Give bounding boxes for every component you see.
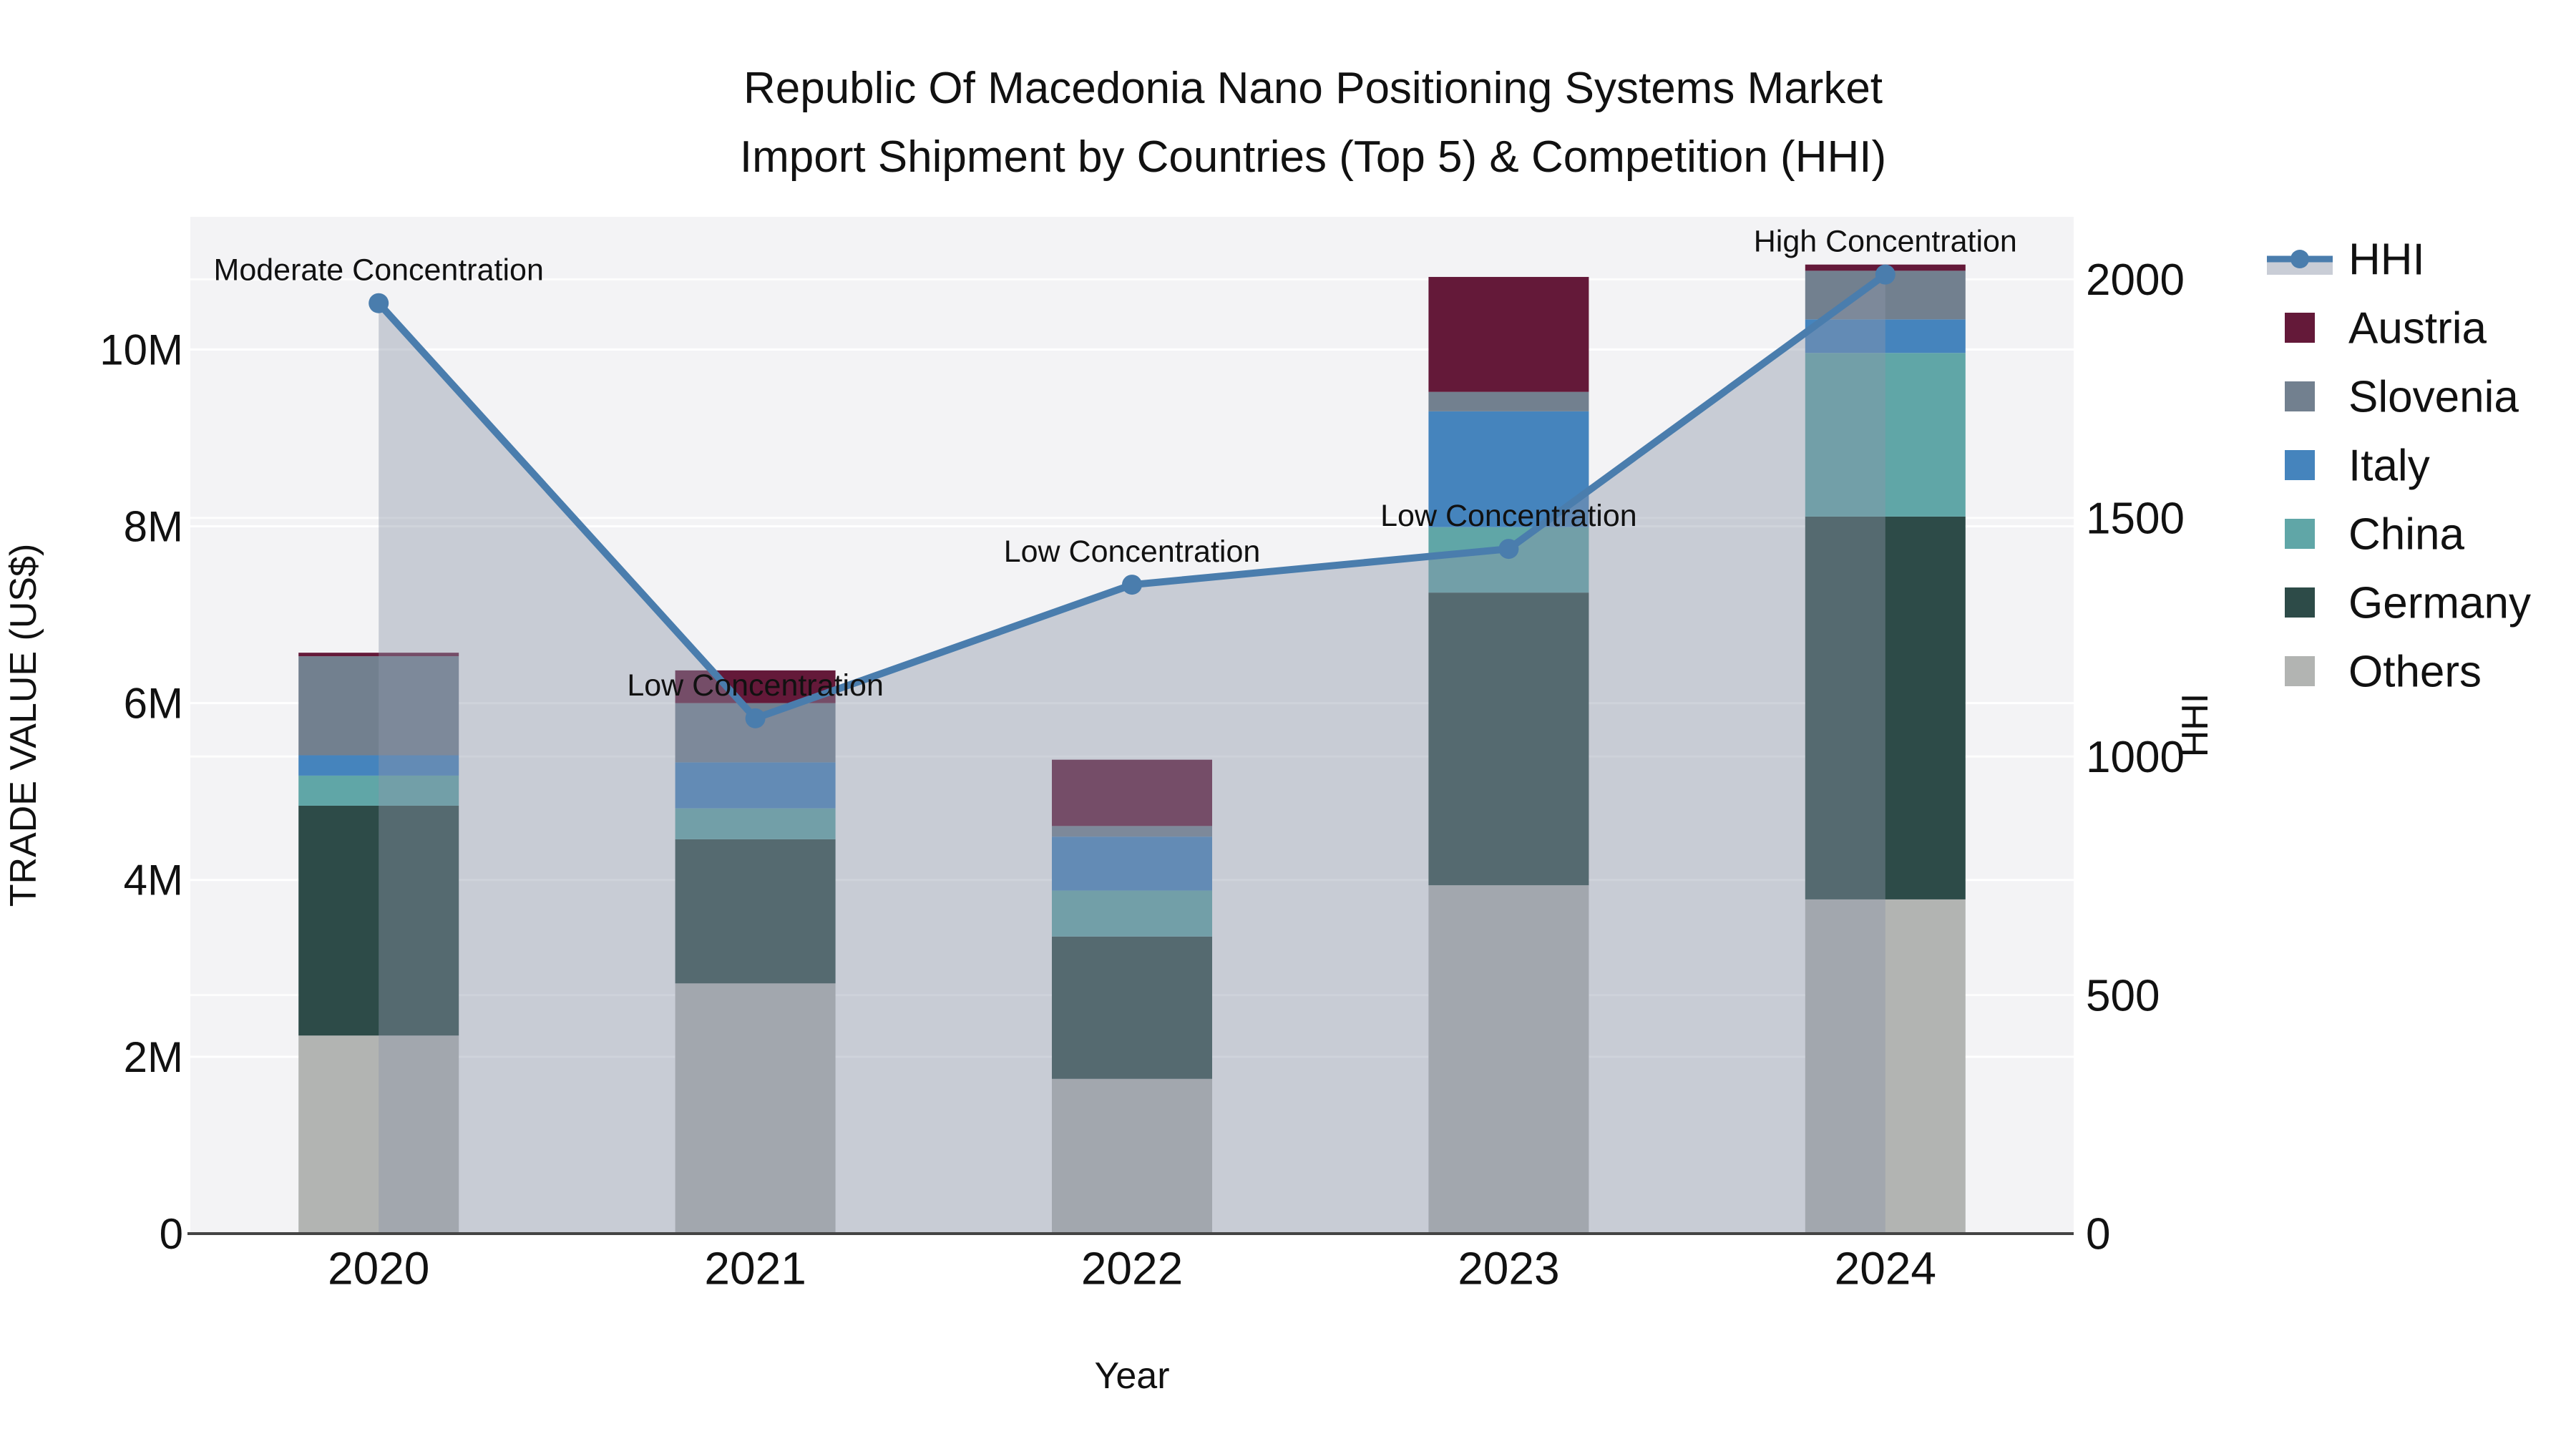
x-tick-2020: 2020 bbox=[328, 1242, 429, 1294]
bar-group-2022 bbox=[1052, 759, 1212, 1234]
bar-segment-austria-2022[interactable] bbox=[1052, 759, 1212, 826]
legend-item-hhi[interactable]: HHI bbox=[2267, 235, 2425, 285]
x-tick-2024: 2024 bbox=[1835, 1242, 1936, 1294]
left-tick-4M: 4M bbox=[124, 857, 183, 904]
legend-swatch-germany bbox=[2285, 587, 2315, 618]
bar-segment-italy-2022[interactable] bbox=[1052, 836, 1212, 891]
bar-segment-china-2020[interactable] bbox=[298, 775, 459, 806]
x-tick-2022: 2022 bbox=[1081, 1242, 1183, 1294]
annotation-2021: Low Concentration bbox=[627, 668, 884, 703]
bar-group-2020 bbox=[298, 653, 459, 1234]
bar-segment-italy-2020[interactable] bbox=[298, 755, 459, 776]
bar-segment-slovenia-2020[interactable] bbox=[298, 656, 459, 756]
right-tick-1000: 1000 bbox=[2086, 733, 2185, 782]
bar-group-2021 bbox=[675, 670, 836, 1234]
legend-item-austria[interactable]: Austria bbox=[2285, 304, 2487, 353]
bar-segment-austria-2023[interactable] bbox=[1428, 277, 1589, 392]
bar-segment-germany-2023[interactable] bbox=[1428, 592, 1589, 886]
bar-segment-germany-2021[interactable] bbox=[675, 839, 836, 984]
bar-segment-china-2021[interactable] bbox=[675, 808, 836, 839]
bar-segment-others-2021[interactable] bbox=[675, 983, 836, 1234]
legend-item-germany[interactable]: Germany bbox=[2285, 579, 2531, 628]
bar-segment-germany-2024[interactable] bbox=[1805, 516, 1966, 899]
legend-item-italy[interactable]: Italy bbox=[2285, 441, 2430, 491]
legend-hhi-marker-swatch bbox=[2290, 250, 2309, 268]
hhi-marker-2021[interactable] bbox=[745, 708, 766, 728]
left-tick-10M: 10M bbox=[99, 326, 183, 374]
right-tick-1500: 1500 bbox=[2086, 494, 2185, 543]
bar-segment-italy-2024[interactable] bbox=[1805, 319, 1966, 353]
bar-segment-slovenia-2023[interactable] bbox=[1428, 391, 1589, 411]
legend-label-italy: Italy bbox=[2348, 441, 2430, 491]
legend-label-hhi: HHI bbox=[2348, 235, 2425, 285]
bar-segment-germany-2022[interactable] bbox=[1052, 936, 1212, 1079]
legend-item-others[interactable]: Others bbox=[2285, 648, 2482, 697]
bar-segment-china-2024[interactable] bbox=[1805, 353, 1966, 517]
legend-label-others: Others bbox=[2348, 648, 2482, 697]
legend-item-china[interactable]: China bbox=[2285, 510, 2465, 560]
x-tick-2023: 2023 bbox=[1458, 1242, 1559, 1294]
bar-segment-germany-2020[interactable] bbox=[298, 805, 459, 1036]
annotation-2024: High Concentration bbox=[1754, 225, 2017, 259]
left-axis-title: TRADE VALUE (US$) bbox=[3, 544, 44, 907]
legend-swatch-china bbox=[2285, 519, 2315, 549]
right-tick-2000: 2000 bbox=[2086, 255, 2185, 305]
x-axis-title: Year bbox=[1094, 1355, 1169, 1397]
bar-group-2023 bbox=[1428, 277, 1589, 1234]
legend-swatch-italy bbox=[2285, 450, 2315, 480]
legend-swatch-austria bbox=[2285, 313, 2315, 343]
bar-segment-austria-2020[interactable] bbox=[298, 653, 459, 657]
bar-segment-others-2023[interactable] bbox=[1428, 885, 1589, 1234]
bar-segment-china-2022[interactable] bbox=[1052, 890, 1212, 937]
chart-title: Republic Of Macedonia Nano Positioning S… bbox=[0, 54, 2576, 192]
annotation-2022: Low Concentration bbox=[1004, 535, 1261, 569]
left-tick-8M: 8M bbox=[124, 502, 183, 550]
x-tick-2021: 2021 bbox=[704, 1242, 806, 1294]
chart-title-line1: Republic Of Macedonia Nano Positioning S… bbox=[743, 64, 1883, 113]
hhi-marker-2022[interactable] bbox=[1122, 575, 1142, 595]
bar-segment-others-2022[interactable] bbox=[1052, 1078, 1212, 1234]
hhi-marker-2024[interactable] bbox=[1875, 264, 1896, 285]
hhi-area-fill bbox=[379, 274, 1885, 1234]
legend-label-china: China bbox=[2348, 510, 2465, 560]
legend-label-slovenia: Slovenia bbox=[2348, 373, 2519, 422]
legend-item-slovenia[interactable]: Slovenia bbox=[2285, 373, 2519, 422]
annotation-2023: Low Concentration bbox=[1380, 499, 1637, 533]
hhi-marker-2020[interactable] bbox=[369, 293, 389, 313]
left-tick-2M: 2M bbox=[124, 1033, 183, 1081]
right-axis-title: HHI bbox=[2175, 693, 2216, 758]
right-tick-0: 0 bbox=[2086, 1210, 2110, 1259]
bar-segment-others-2024[interactable] bbox=[1805, 899, 1966, 1234]
bar-segment-china-2023[interactable] bbox=[1428, 527, 1589, 593]
bar-group-2024 bbox=[1805, 264, 1966, 1234]
chart-title-line2: Import Shipment by Countries (Top 5) & C… bbox=[739, 132, 1887, 182]
right-tick-500: 500 bbox=[2086, 971, 2160, 1020]
bar-segment-others-2020[interactable] bbox=[298, 1035, 459, 1234]
bar-segment-italy-2021[interactable] bbox=[675, 762, 836, 809]
left-tick-6M: 6M bbox=[124, 680, 183, 728]
legend-label-germany: Germany bbox=[2348, 579, 2531, 628]
legend-swatch-others bbox=[2285, 656, 2315, 686]
legend-label-austria: Austria bbox=[2348, 304, 2487, 353]
annotation-2020: Moderate Concentration bbox=[214, 253, 544, 288]
legend-swatch-slovenia bbox=[2285, 381, 2315, 411]
left-tick-0: 0 bbox=[160, 1210, 183, 1258]
bar-segment-slovenia-2022[interactable] bbox=[1052, 826, 1212, 837]
hhi-marker-2023[interactable] bbox=[1498, 539, 1519, 560]
